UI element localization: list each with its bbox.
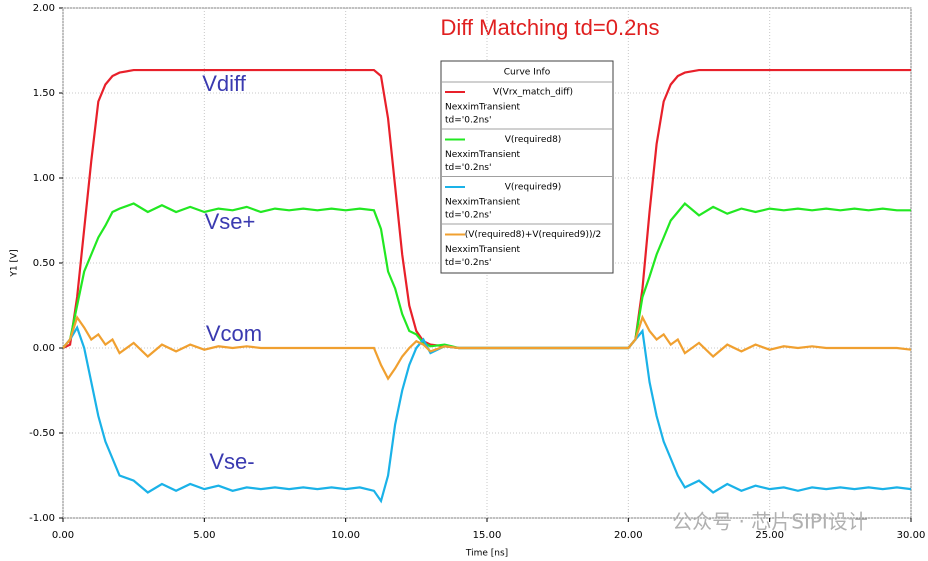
y-tick-label: -0.50	[29, 428, 55, 439]
legend-source: NexximTransient	[445, 198, 521, 208]
y-tick-label: 1.50	[33, 88, 55, 99]
annotation: Vse+	[205, 209, 256, 234]
y-tick-label: 0.50	[33, 258, 55, 269]
series-line	[62, 325, 912, 504]
legend-params: td='0.2ns'	[445, 258, 491, 268]
legend-box	[440, 60, 614, 274]
x-tick-label: 25.00	[755, 530, 784, 541]
legend-title: Curve Info	[504, 68, 551, 78]
legend-source: NexximTransient	[445, 245, 521, 255]
x-tick-label: 5.00	[193, 530, 215, 541]
legend-params: td='0.2ns'	[445, 116, 491, 126]
x-tick-label: 20.00	[614, 530, 643, 541]
legend-label: V(Vrx_match_diff)	[493, 88, 573, 98]
annotation: Vdiff	[202, 71, 247, 96]
chart-title: Diff Matching td=0.2ns	[440, 15, 659, 40]
series-line	[62, 314, 912, 381]
y-tick-label: 2.00	[33, 3, 55, 14]
legend-label: (V(required8)+V(required9))/2	[465, 230, 602, 240]
legend-source: NexximTransient	[445, 103, 521, 113]
x-axis-label: Time [ns]	[465, 549, 508, 559]
legend-source: NexximTransient	[445, 150, 521, 160]
y-tick-label: 1.00	[33, 173, 55, 184]
x-tick-label: 10.00	[331, 530, 360, 541]
legend-label: V(required8)	[505, 135, 562, 145]
annotation: Vcom	[206, 321, 262, 346]
annotation: Vse-	[209, 449, 254, 474]
series-line	[62, 201, 911, 350]
x-tick-label: 15.00	[473, 530, 502, 541]
legend-label: V(required9)	[505, 183, 562, 193]
y-tick-label: -1.00	[29, 513, 55, 524]
x-tick-label: 0.00	[52, 530, 74, 541]
legend-params: td='0.2ns'	[445, 211, 491, 221]
x-tick-label: 30.00	[897, 530, 926, 541]
y-axis-label: Y1 [V]	[10, 249, 20, 277]
y-tick-label: 0.00	[33, 343, 55, 354]
legend-params: td='0.2ns'	[445, 163, 491, 173]
